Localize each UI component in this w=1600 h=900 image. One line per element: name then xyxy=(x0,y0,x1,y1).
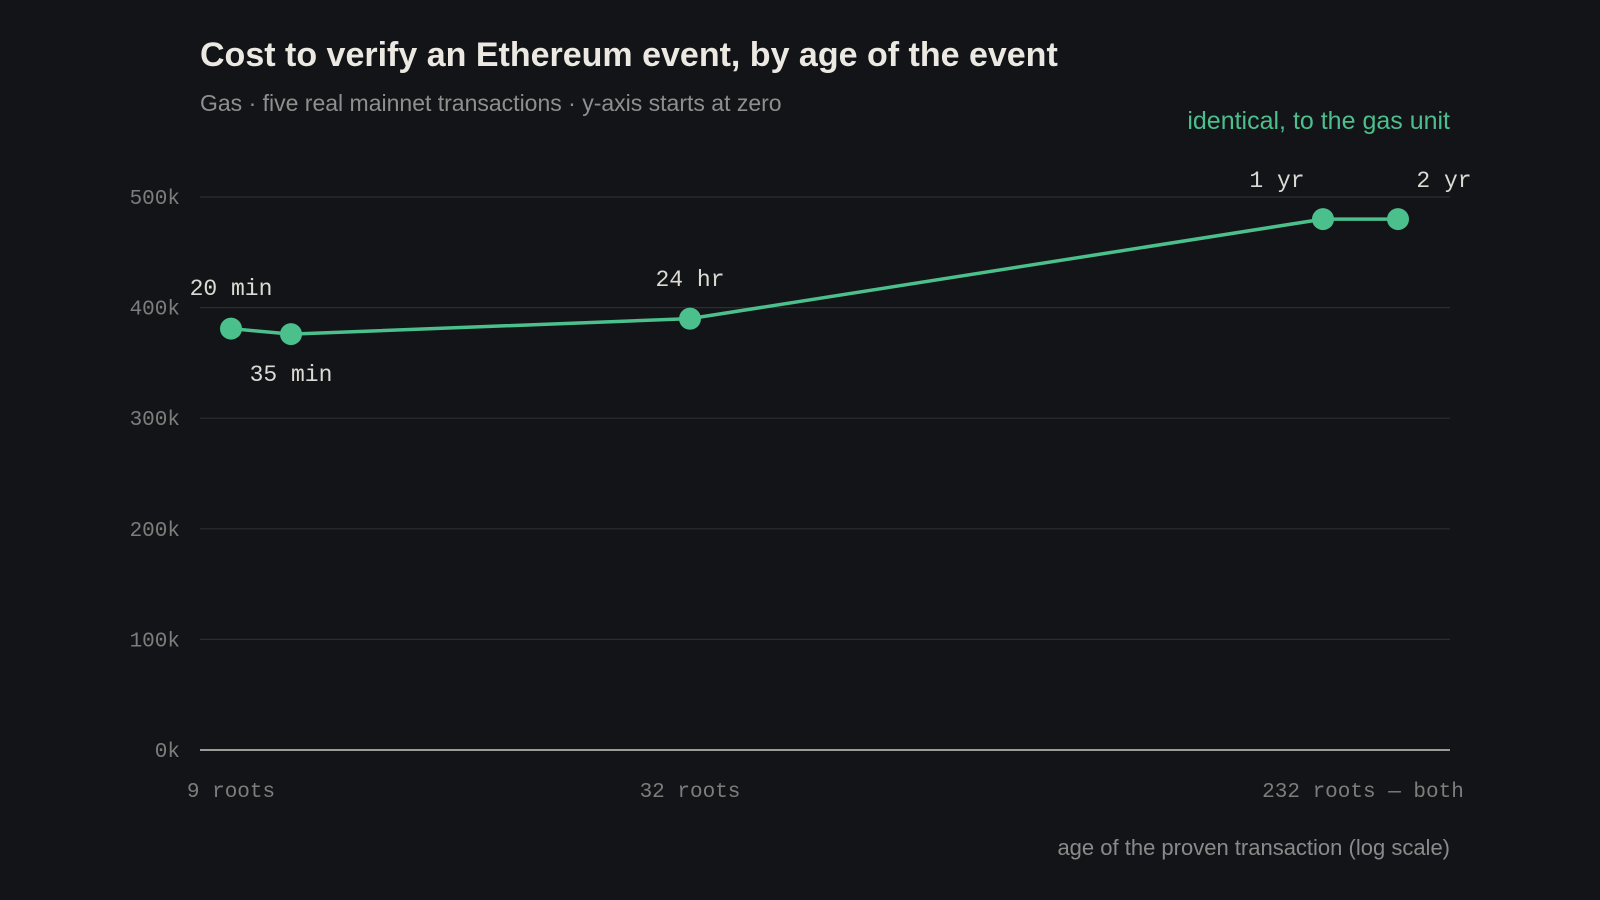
y-tick-label: 400k xyxy=(130,299,180,322)
annotation-identical: identical, to the gas unit xyxy=(1187,107,1450,135)
y-tick-label: 500k xyxy=(130,188,180,211)
y-tick-label: 0k xyxy=(155,741,180,764)
x-axis-label: age of the proven transaction (log scale… xyxy=(1057,835,1450,860)
data-point xyxy=(1387,208,1409,231)
data-point xyxy=(220,317,242,340)
y-tick-label: 200k xyxy=(130,520,180,543)
point-label: 1 yr xyxy=(1249,168,1304,194)
x-tick-label: 9 roots xyxy=(187,781,275,804)
gridlines xyxy=(200,196,1450,751)
chart-title: Cost to verify an Ethereum event, by age… xyxy=(200,36,1058,74)
y-tick-label: 100k xyxy=(130,630,180,653)
data-point xyxy=(679,307,701,330)
series-line xyxy=(229,217,1400,336)
y-axis-tick-labels: 0k 100k 200k 300k 400k 500k xyxy=(130,188,180,764)
point-label: 2 yr xyxy=(1416,168,1471,194)
data-point xyxy=(1312,208,1334,231)
point-label: 24 hr xyxy=(655,267,724,293)
point-label: 20 min xyxy=(190,276,273,302)
series-gas xyxy=(220,208,1409,346)
point-labels: 20 min 35 min 24 hr 1 yr 2 yr xyxy=(190,168,1472,388)
x-tick-label: 232 roots — both xyxy=(1262,781,1464,804)
y-tick-label: 300k xyxy=(130,409,180,432)
x-axis-tick-labels: 9 roots 32 roots 232 roots — both xyxy=(187,781,1464,804)
chart-subtitle: Gas · five real mainnet transactions · y… xyxy=(200,90,782,116)
data-point xyxy=(280,323,302,346)
x-tick-label: 32 roots xyxy=(640,781,741,804)
point-label: 35 min xyxy=(250,362,333,388)
